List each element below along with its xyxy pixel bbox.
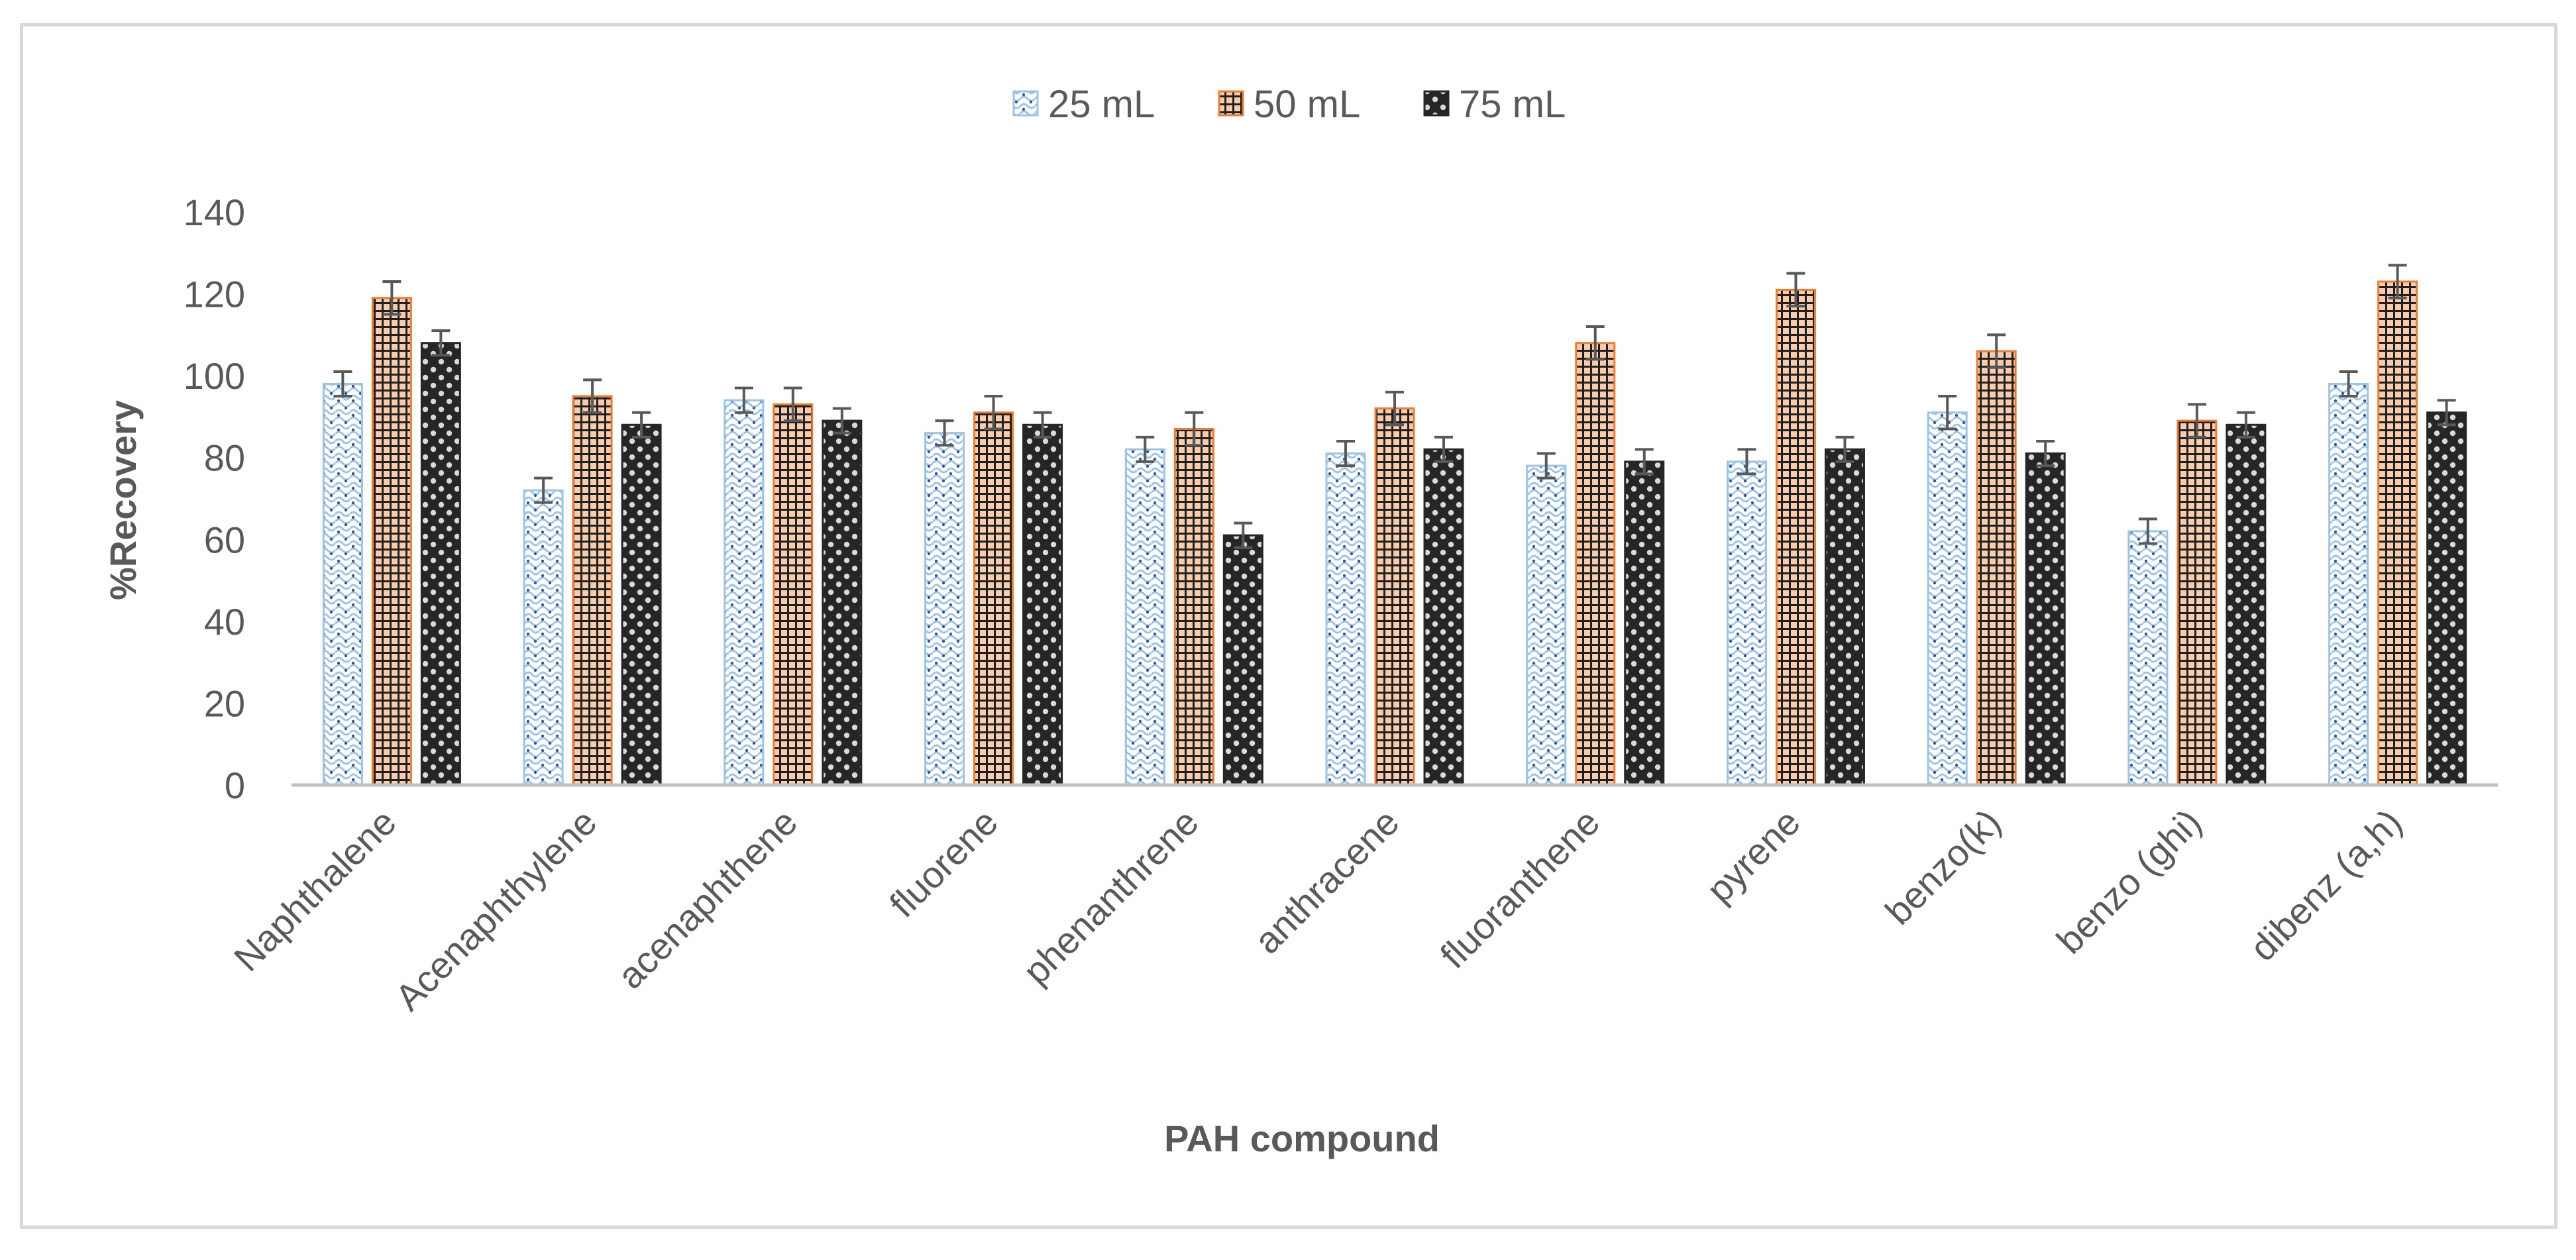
legend-label: 25 mL (1048, 83, 1155, 126)
bar-75-ml (1423, 448, 1464, 786)
legend-label: 75 mL (1459, 83, 1566, 126)
legend-label: 50 mL (1254, 83, 1360, 126)
y-tick-label: 100 (184, 355, 245, 397)
x-tick-label: Naphthalene (226, 801, 404, 979)
bar-25-ml (1927, 411, 1968, 786)
bar-25-ml (523, 489, 564, 786)
bar-25-ml (1726, 460, 1767, 786)
x-tick-label: benzo(k) (1877, 801, 2009, 933)
bar-75-ml (1022, 423, 1063, 786)
x-tick-label: fluorene (881, 801, 1006, 925)
bar-50-ml (773, 403, 814, 786)
bar-25-ml (1124, 448, 1165, 786)
x-axis-title: PAH compound (1164, 1118, 1440, 1159)
x-tick-label: dibenz (a,h) (2241, 801, 2410, 969)
bar-50-ml (1976, 350, 2017, 786)
y-tick-label: 80 (204, 437, 245, 479)
y-tick-label: 120 (184, 274, 245, 315)
error-bars (333, 264, 2456, 549)
bar-50-ml (2377, 280, 2418, 786)
x-tick-label: benzo (ghi) (2049, 801, 2210, 962)
y-axis-title: %Recovery (102, 400, 144, 600)
legend-swatch (1218, 90, 1244, 117)
x-tick-label: pyrene (1698, 801, 1808, 911)
bars (322, 280, 2467, 786)
y-tick-label: 40 (204, 601, 245, 643)
bar-50-ml (973, 411, 1014, 786)
bar-75-ml (2226, 423, 2267, 786)
bar-50-ml (2176, 419, 2218, 786)
bar-50-ml (1775, 288, 1816, 786)
y-tick-label: 60 (204, 519, 245, 560)
bar-75-ml (420, 342, 461, 786)
bar-50-ml (572, 395, 613, 786)
x-tick-label: phenanthrene (1015, 801, 1207, 992)
x-tick-label: fluoranthene (1432, 801, 1607, 976)
x-tick-label: anthracene (1246, 801, 1407, 962)
bar-50-ml (1575, 342, 1616, 786)
bar-25-ml (724, 399, 765, 786)
bar-75-ml (822, 419, 863, 786)
y-tick-label: 0 (225, 764, 245, 806)
bar-25-ml (322, 383, 363, 786)
x-tick-label: acenaphthene (610, 801, 806, 997)
legend-swatch (1423, 90, 1450, 117)
y-tick-label: 20 (204, 682, 245, 724)
bar-75-ml (621, 423, 662, 786)
bar-50-ml (1374, 407, 1415, 786)
legend-swatch (1012, 90, 1039, 117)
bar-25-ml (2328, 383, 2369, 786)
bar-75-ml (2426, 411, 2467, 786)
bar-75-ml (1222, 534, 1263, 786)
bar-25-ml (1325, 452, 1366, 786)
y-axis-ticks: 0 20 40 60 80 100 120 140 (184, 191, 245, 806)
bar-25-ml (924, 432, 965, 786)
bar-75-ml (1824, 448, 1865, 786)
bar-25-ml (1526, 464, 1567, 786)
bar-50-ml (1173, 427, 1214, 786)
y-tick-label: 140 (184, 191, 245, 233)
bar-75-ml (2025, 452, 2066, 786)
bar-75-ml (1624, 460, 1665, 786)
x-tick-label: Acenaphthylene (387, 801, 605, 1019)
legend: 25 mL 50 mL 75 mL (1012, 83, 1566, 126)
bar-25-ml (2127, 530, 2169, 786)
bar-50-ml (371, 297, 412, 786)
